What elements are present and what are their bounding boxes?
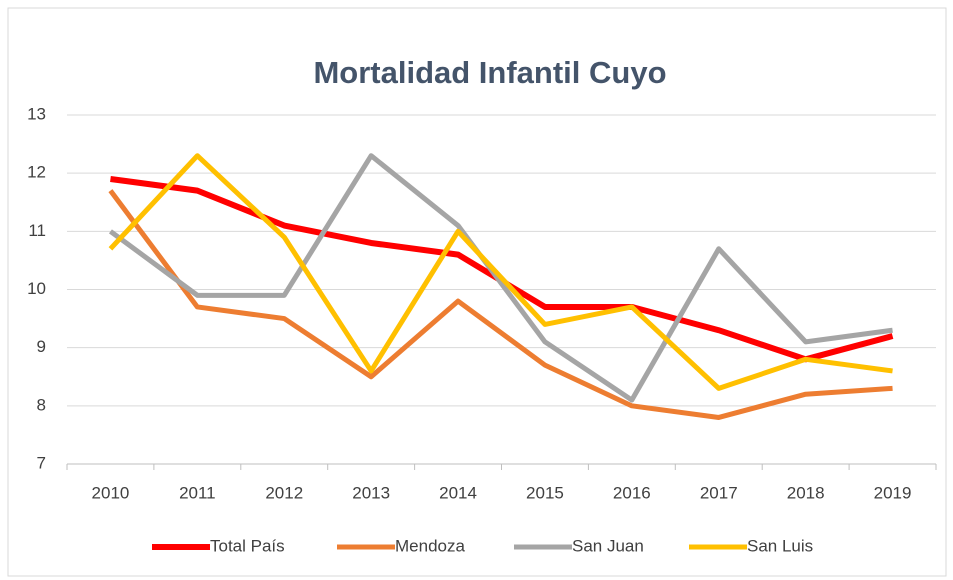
y-tick-label: 11 xyxy=(28,221,46,240)
x-tick-label: 2015 xyxy=(526,483,564,502)
y-tick-label: 10 xyxy=(27,279,46,298)
y-tick-label: 13 xyxy=(27,104,46,123)
x-tick-label: 2018 xyxy=(787,483,825,502)
y-tick-label: 7 xyxy=(37,453,46,472)
chart-title: Mortalidad Infantil Cuyo xyxy=(313,55,666,90)
legend-label: Mendoza xyxy=(395,536,465,555)
x-tick-label: 2019 xyxy=(874,483,912,502)
legend-label: San Luis xyxy=(747,536,813,555)
x-tick-label: 2013 xyxy=(352,483,390,502)
legend-label: Total País xyxy=(210,536,285,555)
series-line xyxy=(108,189,893,420)
chart-border xyxy=(7,7,947,577)
series-line xyxy=(108,153,893,391)
y-tick-label: 8 xyxy=(37,395,46,414)
x-tick-label: 2012 xyxy=(265,483,303,502)
x-tick-label: 2014 xyxy=(439,483,477,502)
legend-label: San Juan xyxy=(572,536,644,555)
x-tick-label: 2010 xyxy=(92,483,130,502)
y-tick-label: 12 xyxy=(27,163,46,182)
x-tick-label: 2017 xyxy=(700,483,738,502)
x-tick-label: 2016 xyxy=(613,483,651,502)
x-tick-label: 2011 xyxy=(179,483,216,502)
series-line xyxy=(108,153,893,403)
y-tick-label: 9 xyxy=(37,337,46,356)
